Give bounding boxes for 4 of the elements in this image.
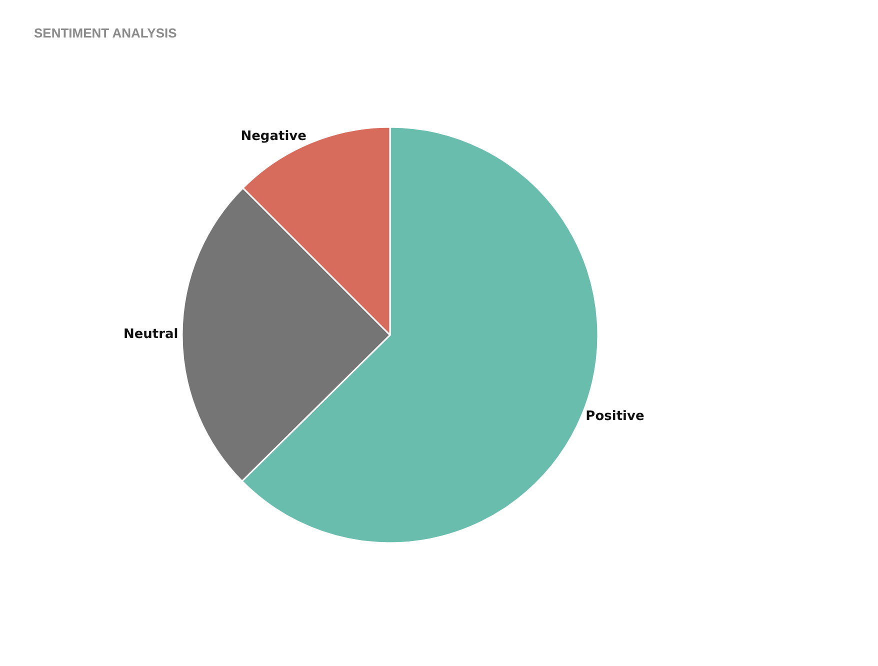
slice-label: Negative [240,128,307,144]
chart-title: SENTIMENT ANALYSIS [34,26,178,41]
slice-label: Neutral [123,326,178,342]
slice-label: Positive [586,408,644,424]
